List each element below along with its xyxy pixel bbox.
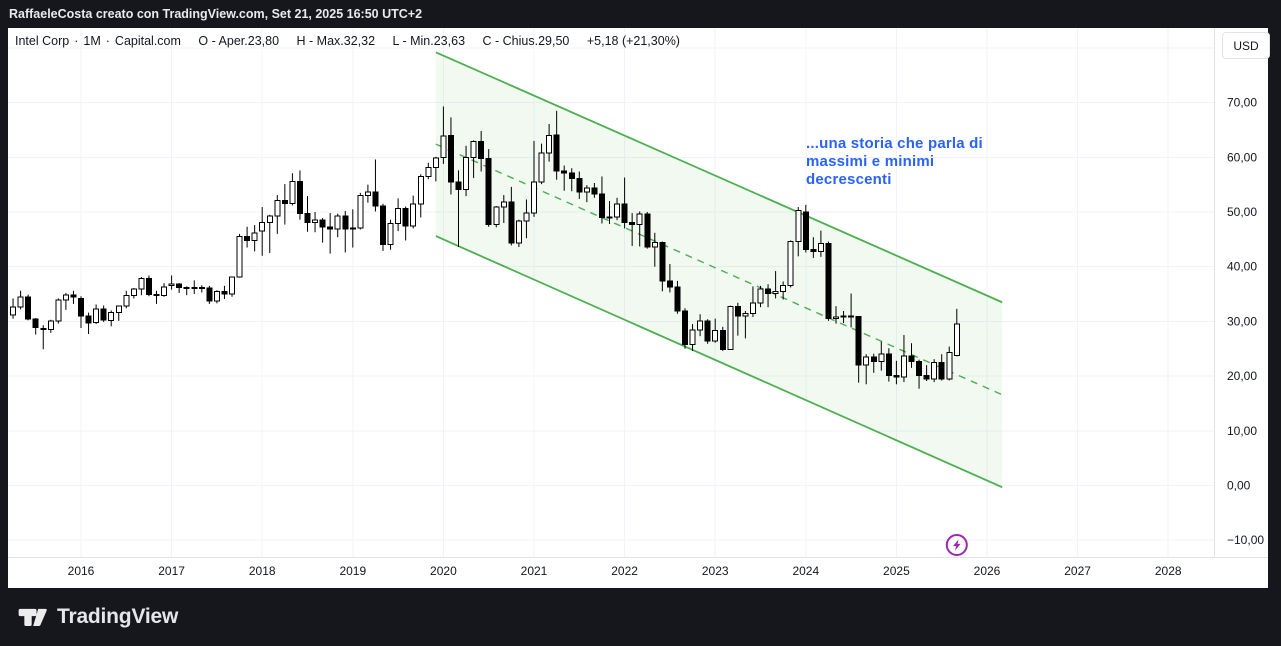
year-tick-label: 2025 (883, 564, 910, 578)
legend-change: +5,18 (+21,30%) (586, 34, 680, 48)
year-tick-label: 2021 (521, 564, 548, 578)
legend-low-value: 23,63 (433, 34, 466, 48)
tradingview-logo-icon (18, 608, 47, 626)
legend-low-label: L - Min. (392, 34, 434, 48)
legend-low: L - Min.23,63 (393, 34, 466, 48)
price-tick-label: 0,00 (1227, 479, 1251, 493)
legend-close-label: C - Chius. (482, 34, 539, 48)
chart-text-annotation[interactable]: ...una storia che parla di massimi e min… (806, 135, 983, 189)
legend-close-value: 29,50 (538, 34, 570, 48)
legend-interval: 1M (83, 34, 101, 48)
legend-open-value: 23,80 (247, 34, 280, 48)
parallel-channel-drawing[interactable] (435, 51, 1003, 488)
snapshot-header-text: RaffaeleCosta creato con TradingView.com… (9, 7, 423, 21)
channel-lower-line (435, 235, 1003, 488)
price-axis[interactable]: 70,00 60,00 50,00 40,00 30,00 20,00 10,00 0,00 −… (1227, 96, 1264, 548)
legend-high-label: H - Max. (296, 34, 344, 48)
event-lightning-icon[interactable] (945, 534, 968, 556)
channel-upper-line (435, 51, 1003, 304)
price-tick-label: 70,00 (1227, 96, 1257, 110)
legend-close: C - Chius.29,50 (483, 34, 570, 48)
legend-high: H - Max.32,32 (297, 34, 376, 48)
footer-bar: TradingView (0, 588, 1281, 646)
legend-symbol: Intel Corp (15, 34, 70, 48)
year-tick-label: 2024 (792, 564, 819, 578)
price-tick-label: 40,00 (1227, 260, 1257, 274)
legend-open: O - Aper.23,80 (198, 34, 279, 48)
price-tick-label: 20,00 (1227, 369, 1257, 383)
currency-button[interactable]: USD (1222, 32, 1270, 59)
chart-panel: 70,00 60,00 50,00 40,00 30,00 20,00 10,00 0,00 −… (8, 28, 1270, 588)
legend-exchange: Capital.com (114, 34, 181, 48)
legend-open-label: O - Aper. (198, 34, 248, 48)
year-tick-label: 2016 (68, 564, 95, 578)
grid (8, 28, 1215, 558)
candlestick-series[interactable] (10, 106, 960, 389)
annotation-line: decrescenti (806, 171, 892, 188)
legend-separator: · (105, 34, 110, 48)
year-tick-label: 2023 (702, 564, 729, 578)
annotation-line: massimi e minimi (806, 153, 935, 170)
symbol-legend[interactable]: Intel Corp · 1M · Capital.com O - Aper.23,80… (15, 34, 680, 48)
price-tick-label: 10,00 (1227, 424, 1257, 438)
legend-high-value: 32,32 (343, 34, 376, 48)
year-tick-label: 2019 (339, 564, 366, 578)
tradingview-brand-text: TradingView (57, 605, 179, 628)
year-tick-label: 2022 (611, 564, 638, 578)
snapshot-header: RaffaeleCosta creato con TradingView.com… (0, 0, 1281, 28)
currency-button-label: USD (1233, 38, 1259, 53)
year-tick-label: 2028 (1155, 564, 1182, 578)
price-tick-label: 60,00 (1227, 150, 1257, 164)
legend-separator: · (74, 34, 79, 48)
year-tick-label: 2027 (1064, 564, 1091, 578)
axis-borders (8, 28, 1268, 558)
price-tick-label: 50,00 (1227, 205, 1257, 219)
chart-canvas[interactable]: 70,00 60,00 50,00 40,00 30,00 20,00 10,00 0,00 −… (8, 28, 1268, 588)
price-tick-label: −10,00 (1227, 533, 1264, 547)
annotation-line: ...una storia che parla di (806, 135, 983, 152)
legend-symbol-group: Intel Corp · 1M · Capital.com (15, 34, 181, 48)
price-tick-label: 30,00 (1227, 314, 1257, 328)
time-axis[interactable]: 2016 2017 2018 2019 2020 2021 2022 2023 2024 2025… (68, 564, 1182, 578)
year-tick-label: 2026 (974, 564, 1001, 578)
year-tick-label: 2018 (249, 564, 276, 578)
year-tick-label: 2017 (158, 564, 185, 578)
year-tick-label: 2020 (430, 564, 457, 578)
